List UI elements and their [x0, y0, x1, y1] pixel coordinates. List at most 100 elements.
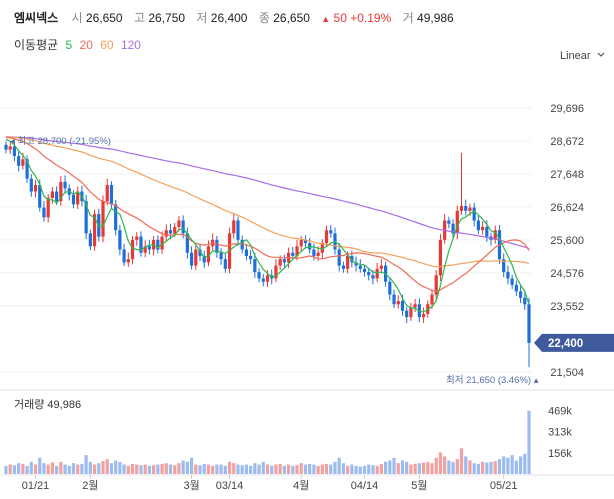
candle-body — [126, 259, 130, 263]
ma-120-line — [6, 136, 530, 250]
candle — [379, 259, 383, 274]
volume-bar — [160, 463, 164, 474]
candle — [392, 289, 396, 309]
volume-bar — [396, 463, 400, 474]
volume-bar — [135, 464, 139, 474]
volume-bar — [417, 463, 421, 474]
candle — [324, 225, 329, 247]
ma-5-label[interactable]: 5 — [65, 38, 73, 52]
candle-body — [367, 272, 371, 276]
candle-body — [295, 246, 299, 256]
volume-tick-label: 156k — [548, 448, 572, 460]
candle — [518, 286, 523, 303]
candle-body — [493, 230, 497, 240]
candle — [147, 239, 152, 255]
volume-bar — [472, 463, 476, 474]
candle-body — [303, 239, 308, 244]
time-tick-label: 04/14 — [351, 480, 379, 492]
volume-bar — [261, 461, 265, 474]
volume-bar — [426, 461, 430, 474]
candle-body — [109, 185, 114, 205]
candle-body — [42, 207, 46, 218]
volume-bar — [455, 459, 459, 474]
candle — [455, 205, 459, 240]
volume-bar — [114, 460, 118, 474]
scale-selector[interactable]: Linear — [560, 50, 606, 62]
candle-body — [130, 239, 135, 260]
candle — [367, 267, 371, 281]
candle-body — [156, 239, 160, 250]
volume-bar — [379, 463, 383, 474]
candle — [329, 225, 333, 238]
volume-bar — [510, 455, 514, 474]
candle-body — [181, 220, 185, 234]
volume-bar — [303, 464, 308, 474]
candle-body — [71, 194, 76, 205]
volume-bar — [8, 464, 12, 474]
candle-body — [118, 230, 122, 250]
candle-body — [84, 201, 88, 234]
candle-body — [341, 265, 346, 269]
candle — [430, 290, 434, 309]
volume-bar — [198, 465, 202, 474]
volume-bar — [438, 452, 443, 474]
candle-body — [76, 191, 80, 205]
candle — [232, 214, 236, 239]
volume-tick-label: 469k — [548, 406, 572, 418]
candle-body — [502, 259, 506, 273]
volume-bar — [105, 459, 109, 474]
candle-body — [177, 220, 181, 227]
ma-60-label[interactable]: 60 — [100, 38, 114, 52]
candle — [396, 295, 400, 309]
volume-bar — [278, 463, 282, 474]
candle-body — [434, 275, 438, 295]
moving-average-legend: 이동평균 5 20 60 120 — [14, 36, 145, 53]
scale-selector-label: Linear — [560, 50, 591, 62]
volume-bar — [38, 457, 42, 474]
candle-body — [274, 265, 278, 279]
high-marker: ◂ 최고 28,700 (-21.95%) — [10, 136, 111, 147]
volume-tick-label: 313k — [548, 427, 572, 439]
candle-body — [350, 255, 354, 263]
candle — [143, 240, 147, 258]
ma-20-label[interactable]: 20 — [79, 38, 93, 52]
volume-bar — [164, 463, 168, 474]
volume-bar — [451, 461, 455, 474]
candle-body — [105, 185, 109, 202]
candle-body — [168, 230, 173, 234]
candle-body — [236, 220, 240, 240]
volume-bar — [71, 463, 76, 474]
candle-body — [173, 226, 177, 234]
candle-body — [329, 230, 333, 234]
candle — [202, 250, 206, 269]
candle-body — [249, 255, 253, 260]
volume-bars — [4, 410, 531, 474]
candle-body — [308, 243, 312, 250]
candle — [33, 179, 38, 198]
candle-body — [147, 246, 152, 250]
volume-bar — [320, 464, 324, 474]
candle-body — [25, 159, 29, 179]
volume-bar — [392, 457, 396, 474]
volume-bar — [249, 465, 253, 474]
change-up-icon: ▲ — [321, 14, 331, 24]
volume-bar — [282, 465, 286, 474]
volume-bar — [92, 464, 97, 474]
close-value: 26,650 — [273, 11, 310, 25]
volume-bar — [497, 459, 502, 474]
price-tick-label: 28,672 — [550, 136, 584, 148]
volume-bar — [337, 457, 341, 474]
candle-body — [4, 144, 8, 150]
time-tick-label: 5월 — [411, 479, 427, 492]
candle-body — [88, 233, 92, 247]
candle — [139, 231, 143, 257]
candle-body — [324, 230, 329, 244]
volume-bar — [485, 462, 489, 474]
candle — [126, 252, 130, 267]
candle-body — [278, 259, 282, 266]
low-marker: 최저 21,650 (3.46%) ▴ — [446, 375, 539, 386]
ma-120-label[interactable]: 120 — [120, 38, 141, 52]
price-tick-label: 29,696 — [550, 103, 584, 115]
candle-body — [63, 181, 67, 189]
